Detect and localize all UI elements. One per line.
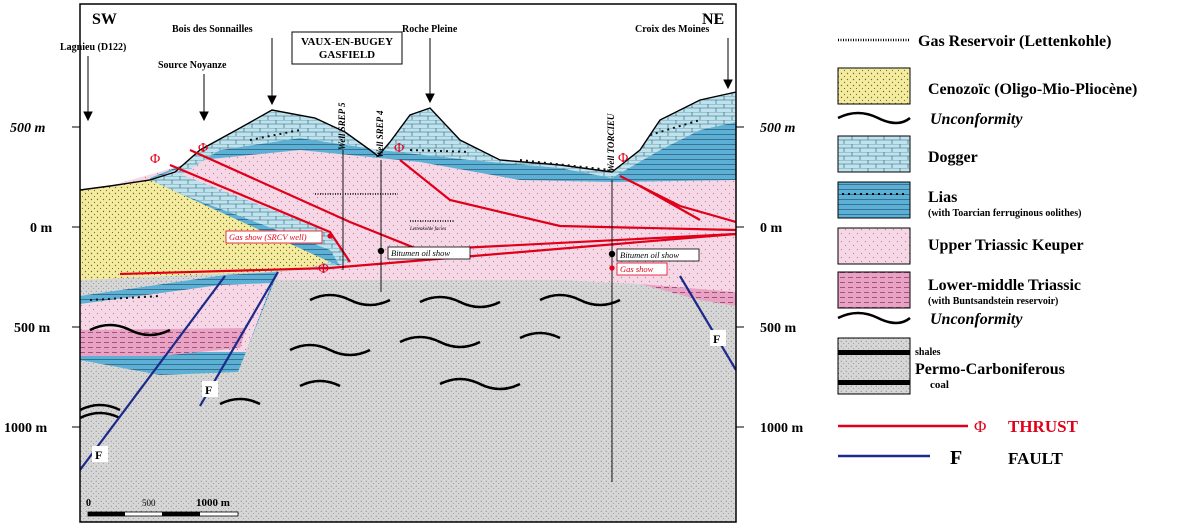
annotation-gas-show: Gas show [620,264,654,274]
fault-labels: F F F [92,330,726,462]
svg-text:Φ: Φ [198,141,208,156]
well-torcieu-label: Well TORCIEU [606,113,616,172]
svg-text:Φ: Φ [150,152,160,167]
legend-lias: Lias [928,189,957,206]
legend-thrust-symbol: Φ [974,417,986,436]
location-roche: Roche Pleine [402,24,458,35]
section-frame [79,3,737,523]
legend: Gas Reservoir (Lettenkohle) Cenozoïc (Ol… [837,33,1137,469]
wells [342,150,613,482]
gasfield-title-line1: VAUX-EN-BUGEY [301,36,393,48]
legend-lower-triassic-sub: (with Buntsandstein reservoir) [928,296,1058,307]
svg-text:Φ: Φ [618,151,628,166]
sky [80,4,736,190]
legend-permo: Permo-Carboniferous [915,361,1065,378]
depth-scale-left: 500 m 0 m 500 m 1000 m [4,121,53,436]
orientation-sw: SW [92,11,117,28]
svg-text:0 m: 0 m [30,221,53,236]
well-srep5-label: Well SREP 5 [337,102,347,150]
location-lagnieu: Lagnieu (D122) [60,42,126,53]
legend-cenozoic: Cenozoïc (Oligo-Mio-Pliocène) [928,81,1137,98]
legend-lias-sub: (with Toarcian ferruginous oolithes) [928,208,1081,219]
location-croix: Croix des Moines [635,24,709,35]
svg-text:1000 m: 1000 m [760,421,804,436]
coal-seams [80,293,621,420]
legend-coal: coal [930,379,949,391]
svg-text:500 m: 500 m [760,121,796,136]
legend-thrust: THRUST [1008,417,1079,436]
lias-unit [150,122,736,182]
annotations: Gas show (SRCV well) Bitumen oil show Bi… [225,227,700,276]
gas-reservoir-marks [315,193,455,222]
show-markers [327,233,616,271]
legend-lower-triassic: Lower-middle Triassic [928,277,1081,294]
legend-gas-reservoir: Gas Reservoir (Lettenkohle) [918,33,1111,50]
svg-text:0 m: 0 m [760,221,783,236]
gasfield-title-line2: GASFIELD [319,49,375,61]
annotation-bitumen-1: Bitumen oil show [391,248,450,258]
dogger-unit [175,92,736,178]
scale-bar: 0 500 1000 m [86,497,239,517]
svg-text:500: 500 [142,498,156,508]
well-labels: Well SREP 5 Well SREP 4 Well TORCIEU [337,102,616,172]
svg-text:F: F [205,383,212,397]
location-bois: Bois des Sonnailles [172,24,253,35]
legend-shales: shales [915,347,941,358]
well-srep4-label: Well SREP 4 [375,110,385,158]
location-source: Source Noyanze [158,60,227,71]
annotation-gas-show-srcv: Gas show (SRCV well) [229,232,307,242]
location-labels: Lagnieu (D122) Bois des Sonnailles Sourc… [60,24,709,71]
legend-unconformity-2: Unconformity [930,311,1023,328]
svg-text:500 m: 500 m [760,321,797,336]
legend-fault-symbol: F [950,447,962,469]
svg-text:500 m: 500 m [14,321,51,336]
svg-text:0: 0 [86,498,91,509]
svg-text:1000 m: 1000 m [4,421,48,436]
svg-text:F: F [95,448,102,462]
legend-unconformity-1: Unconformity [930,111,1023,128]
gasfield-box [291,31,403,65]
svg-text:Φ: Φ [394,141,404,156]
svg-text:F: F [713,332,720,346]
annotation-bitumen-2: Bitumen oil show [620,250,679,260]
depth-scale-right: 500 m 0 m 500 m 1000 m [760,121,804,436]
svg-text:1000 m: 1000 m [196,497,230,509]
cenozoic-unit [80,180,330,280]
legend-fault: FAULT [1008,449,1063,468]
location-arrows [83,38,733,122]
orientation-ne: NE [702,11,724,28]
annotation-lettenkohle: Lettenkohle facies [409,227,446,232]
thrust-symbols: Φ Φ Φ Φ Φ [150,141,628,277]
legend-dogger: Dogger [928,149,978,166]
legend-keuper: Upper Triassic Keuper [928,237,1084,254]
svg-text:500 m: 500 m [10,121,46,136]
svg-text:Φ: Φ [318,261,329,277]
